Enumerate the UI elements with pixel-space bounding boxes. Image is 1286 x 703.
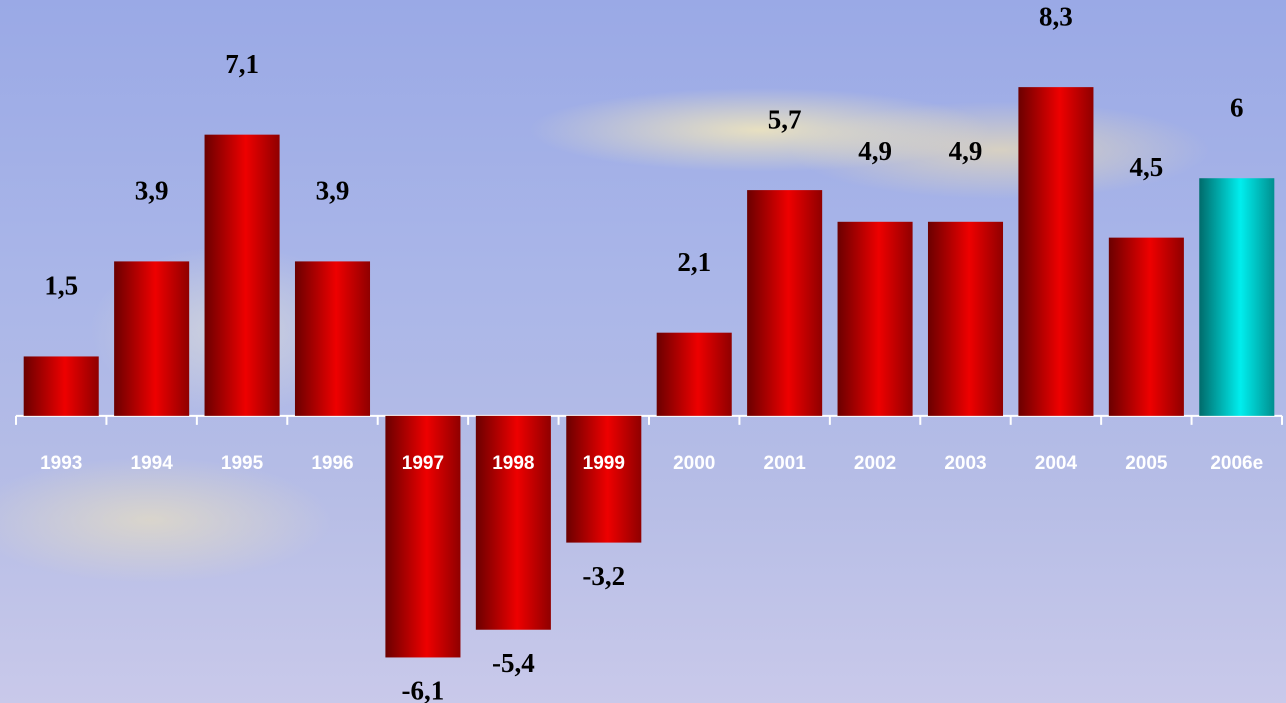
value-label: 6: [1230, 92, 1244, 122]
x-tick-label: 2005: [1125, 453, 1168, 474]
bar: [114, 261, 189, 415]
x-tick-label: 1998: [492, 453, 534, 474]
value-label: 4,9: [949, 136, 983, 166]
x-tick-label: 1996: [311, 453, 353, 474]
value-label: 1,5: [44, 271, 78, 301]
value-label: 8,3: [1039, 1, 1073, 31]
value-label: 4,9: [858, 136, 892, 166]
bar: [295, 261, 370, 415]
x-tick-label: 1995: [221, 453, 264, 474]
x-tick-label: 2004: [1035, 453, 1078, 474]
x-tick-label: 1993: [40, 453, 82, 474]
value-label: -5,4: [492, 648, 535, 678]
x-tick-label: 1994: [131, 453, 174, 474]
value-label: -3,2: [582, 561, 625, 591]
chart: 1,5 3,9 7,1 3,9 -6,1 -5,4 -3,2 2,1 5,7 4,9 4,9 8,3 4…: [0, 0, 1286, 703]
bar: [205, 135, 280, 416]
x-tick-label: 2003: [944, 453, 986, 474]
bar: [476, 416, 551, 630]
x-tick-label: 1997: [402, 453, 444, 474]
bar: [24, 356, 99, 415]
value-label: 5,7: [768, 104, 802, 134]
value-label: 7,1: [225, 49, 259, 79]
value-label: 3,9: [135, 176, 169, 206]
x-tick-label: 2006e: [1210, 453, 1263, 474]
value-label: -6,1: [402, 676, 445, 703]
x-tick-label: 2001: [764, 453, 807, 474]
x-tick-label: 1999: [583, 453, 625, 474]
bar: [1018, 87, 1093, 416]
x-tick-label: 2000: [673, 453, 715, 474]
bar: [1199, 178, 1274, 416]
page: {"chart_data": {"type": "bar", "categori…: [0, 0, 1286, 703]
bar: [928, 222, 1003, 416]
bar: [1109, 238, 1184, 416]
value-label: 3,9: [316, 176, 350, 206]
value-label: 4,5: [1129, 152, 1163, 182]
bar: [747, 190, 822, 416]
bar: [838, 222, 913, 416]
x-tick-label: 2002: [854, 453, 896, 474]
bar: [566, 416, 641, 543]
bar: [657, 333, 732, 416]
value-label: 2,1: [677, 247, 711, 277]
